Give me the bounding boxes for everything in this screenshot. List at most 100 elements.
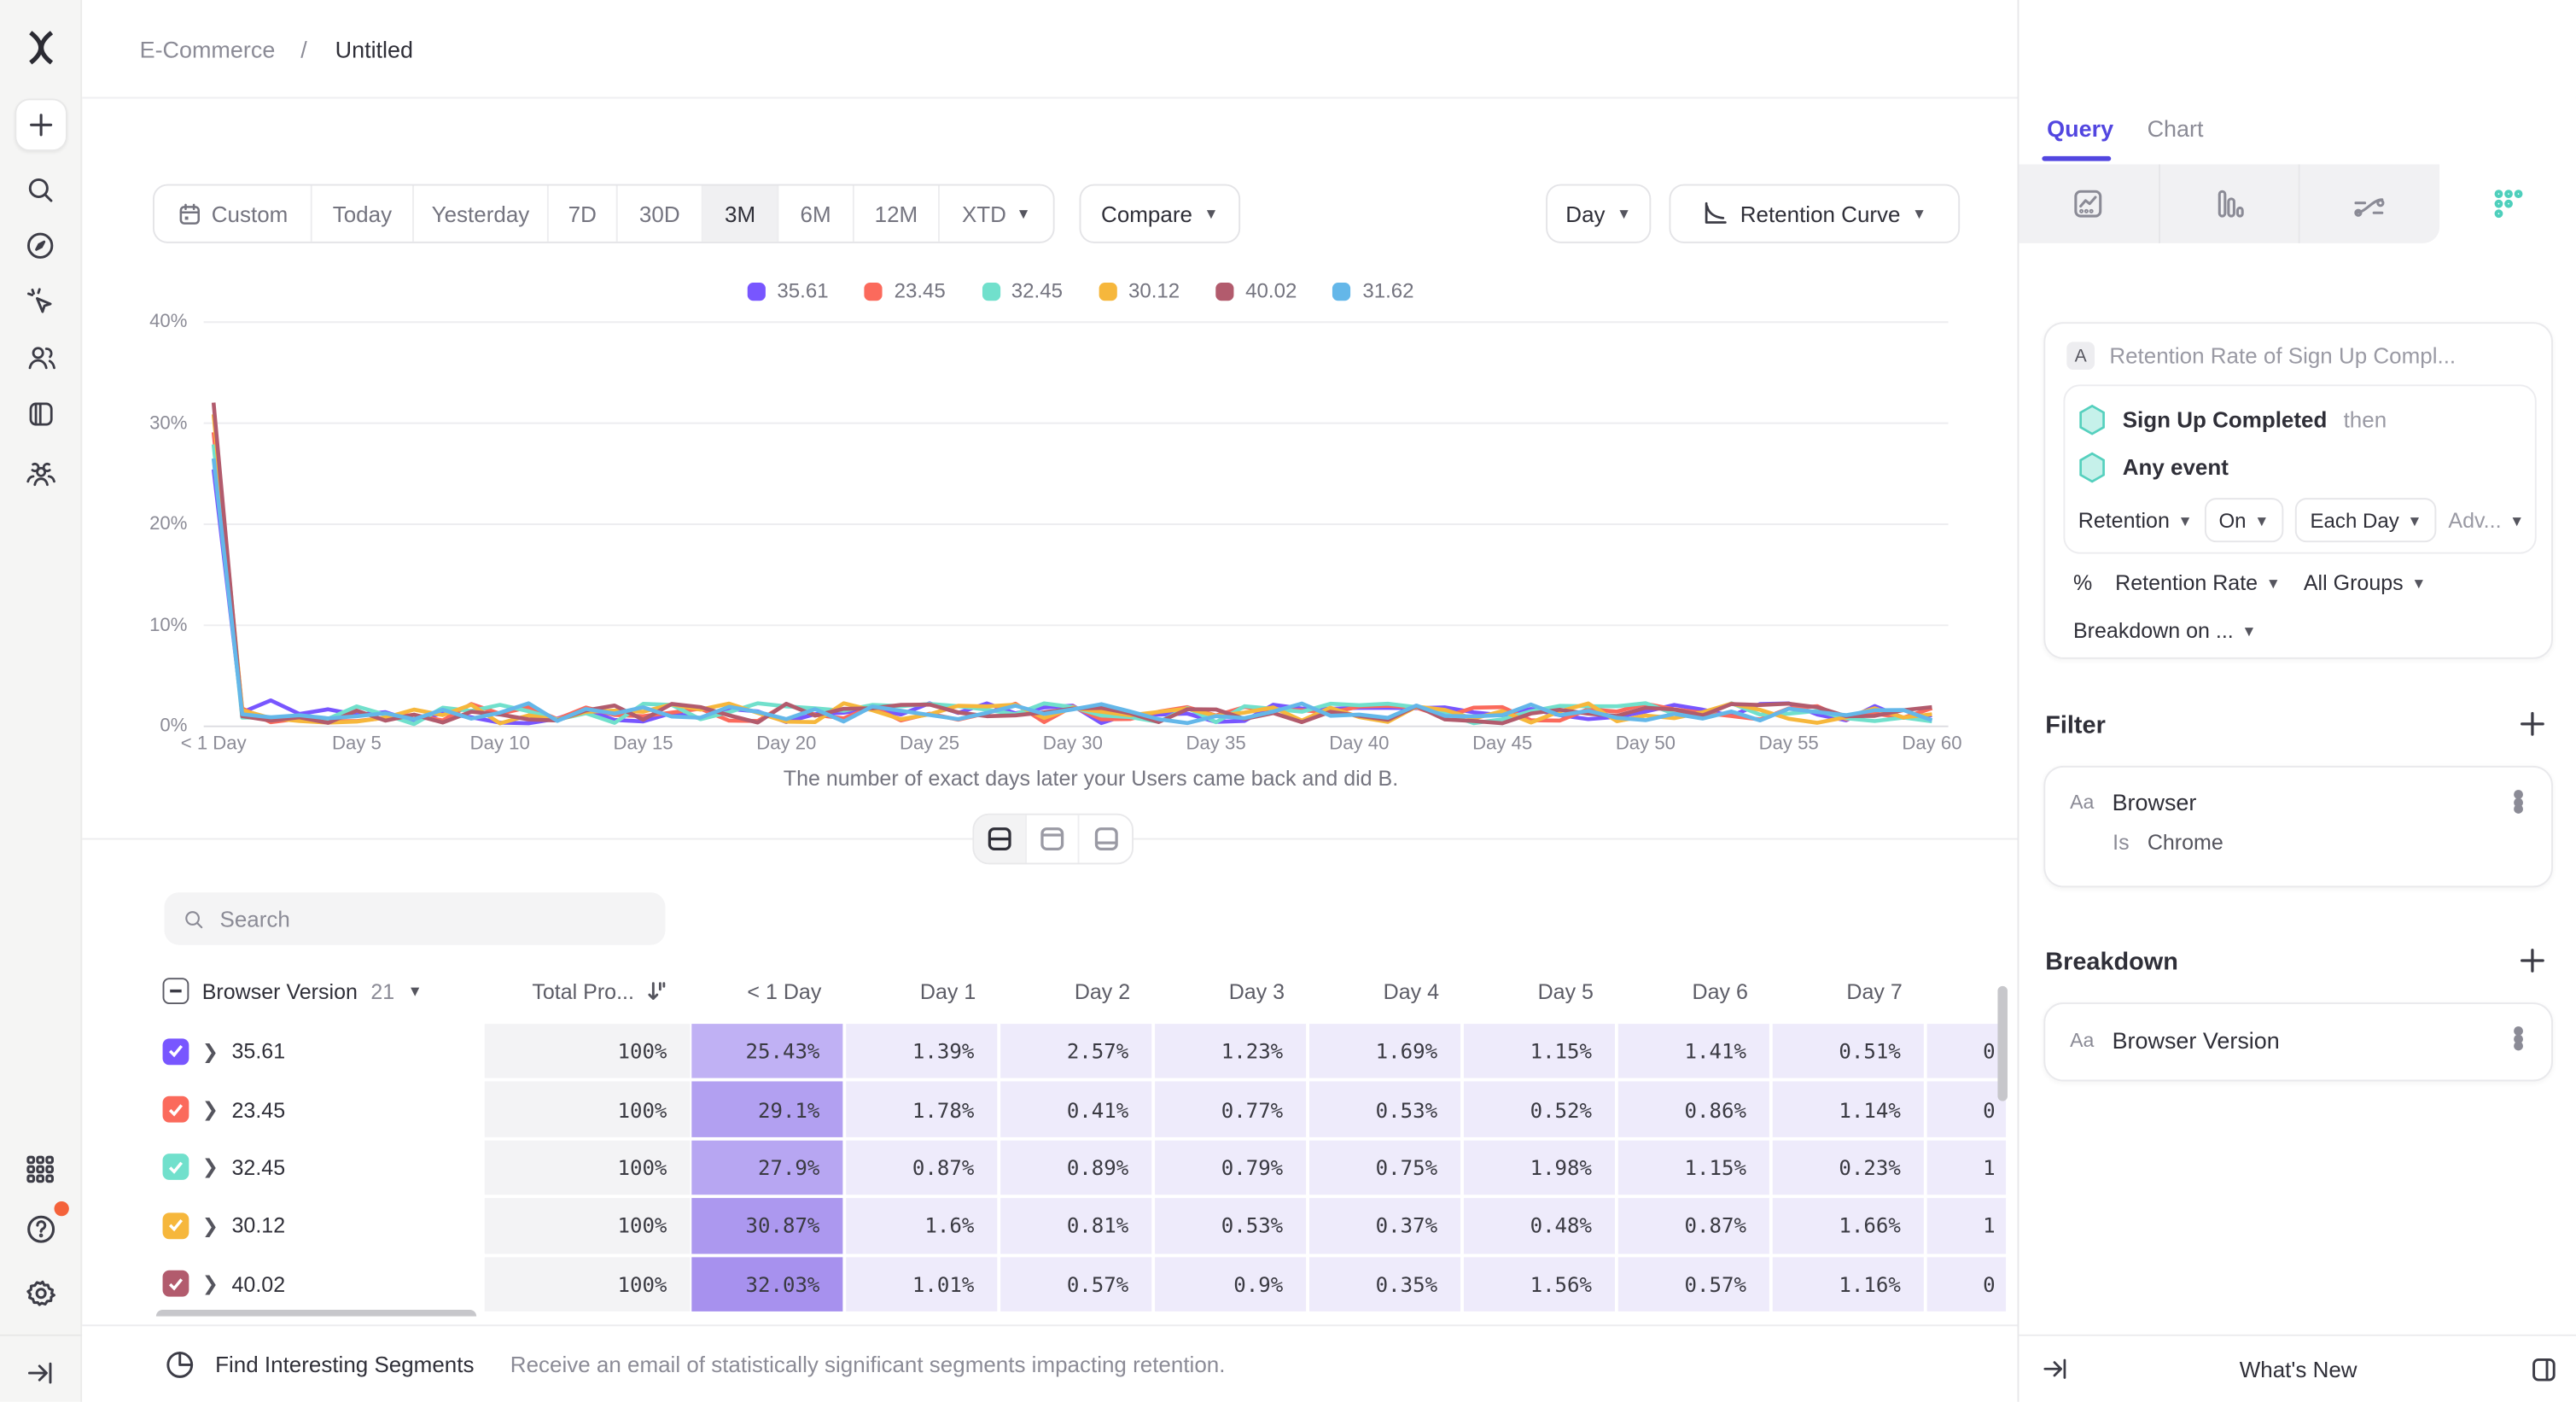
day-column-header[interactable]: Day 2 — [1074, 978, 1131, 1004]
retention-cell[interactable]: 0.89% — [1000, 1140, 1152, 1195]
advanced-dropdown[interactable]: Adv... ▼ — [2448, 507, 2525, 533]
retention-cell[interactable]: 0.87% — [1617, 1198, 1769, 1253]
event-a-row[interactable]: Sign Up Completed then — [2065, 386, 2534, 435]
range-option-3m[interactable]: 3M — [702, 185, 779, 242]
retention-cell[interactable]: 1.01% — [846, 1256, 998, 1311]
retention-chart[interactable] — [197, 313, 1949, 737]
retention-cell-clipped[interactable]: 1 — [1926, 1198, 2007, 1253]
horizontal-scrollbar[interactable] — [155, 1309, 477, 1317]
retention-cell[interactable]: 1.66% — [1772, 1198, 1924, 1253]
retention-cell[interactable]: 32.03% — [691, 1256, 843, 1311]
legend-item[interactable]: 32.45 — [982, 279, 1063, 302]
retention-mode-dropdown[interactable]: Retention ▼ — [2078, 507, 2193, 533]
row-checkbox[interactable] — [162, 1095, 189, 1123]
retention-cell[interactable]: 0.52% — [1463, 1082, 1615, 1137]
row-checkbox[interactable] — [162, 1212, 189, 1239]
retention-cell-clipped[interactable]: 0 — [1926, 1082, 2007, 1137]
create-new-button[interactable] — [14, 98, 67, 152]
row-checkbox[interactable] — [162, 1271, 189, 1298]
retention-cell[interactable]: 0.81% — [1000, 1198, 1152, 1253]
chevron-right-icon[interactable]: ❯ — [201, 1039, 219, 1063]
retention-cell[interactable]: 1.56% — [1463, 1256, 1615, 1311]
row-checkbox[interactable] — [162, 1154, 189, 1181]
rate-dropdown[interactable]: Retention Rate ▼ — [2115, 570, 2281, 595]
help-icon[interactable] — [15, 1200, 68, 1254]
compare-button[interactable]: Compare ▼ — [1079, 184, 1241, 243]
chevron-right-icon[interactable]: ❯ — [201, 1097, 219, 1121]
layout-columns-icon[interactable] — [2530, 1355, 2558, 1383]
search-input[interactable] — [219, 906, 648, 932]
retention-cell[interactable]: 0.51% — [1772, 1024, 1924, 1079]
cursor-click-icon[interactable] — [15, 276, 65, 325]
range-option-xtd[interactable]: XTD ▼ — [961, 201, 1031, 226]
users-icon[interactable] — [15, 332, 65, 382]
settings-icon[interactable] — [15, 1269, 65, 1318]
retention-cell[interactable]: 1.15% — [1617, 1140, 1769, 1195]
search-icon[interactable] — [15, 164, 65, 213]
row-label[interactable]: 23.45 — [231, 1096, 286, 1122]
retention-cell[interactable]: 0.35% — [1308, 1256, 1461, 1311]
retention-cell[interactable]: 1.6% — [846, 1198, 998, 1253]
chart-type-dropdown[interactable]: Retention Curve ▼ — [1669, 184, 1961, 243]
day-column-header[interactable]: Day 7 — [1846, 978, 1903, 1004]
retention-cell-clipped[interactable]: 1 — [1926, 1140, 2007, 1195]
retention-cell[interactable]: 0.77% — [1155, 1082, 1307, 1137]
retention-cell[interactable]: 0.41% — [1000, 1082, 1152, 1137]
granularity-dropdown[interactable]: Day ▼ — [1546, 184, 1652, 243]
breakdown-property[interactable]: Browser Version — [2112, 1026, 2280, 1054]
range-option-custom[interactable]: Custom — [154, 185, 312, 242]
day-column-header[interactable]: Day 3 — [1228, 978, 1285, 1004]
retention-cell[interactable]: 1.98% — [1463, 1140, 1615, 1195]
event-b-row[interactable]: Any event — [2065, 435, 2534, 483]
on-dropdown[interactable]: On ▼ — [2204, 498, 2284, 543]
breakdown-card[interactable]: Aa Browser Version ● ● ● — [2043, 1002, 2553, 1082]
expand-sidebar-icon[interactable] — [15, 1347, 65, 1397]
row-label[interactable]: 32.45 — [231, 1155, 286, 1180]
insights-icon[interactable] — [2019, 164, 2160, 243]
retention-cell-clipped[interactable]: 0 — [1926, 1256, 2007, 1311]
retention-cell[interactable]: 0.9% — [1155, 1256, 1307, 1311]
split-view-button[interactable] — [974, 815, 1027, 863]
retention-cell[interactable]: 1.69% — [1308, 1024, 1461, 1079]
legend-item[interactable]: 31.62 — [1332, 279, 1414, 302]
funnels-icon[interactable] — [2159, 164, 2300, 243]
retention-cell-clipped[interactable]: 0 — [1926, 1024, 2007, 1079]
row-label[interactable]: 30.12 — [231, 1213, 286, 1239]
breakdown-on-dropdown[interactable]: Breakdown on ... ▼ — [2072, 617, 2257, 643]
tab-query[interactable]: Query — [2047, 114, 2114, 142]
retention-cell[interactable]: 30.87% — [691, 1198, 843, 1253]
whats-new-link[interactable]: What's New — [2239, 1356, 2357, 1382]
retention-cell[interactable]: 0.79% — [1155, 1140, 1307, 1195]
cohorts-icon[interactable] — [15, 450, 65, 499]
retention-cell[interactable]: 2.57% — [1000, 1024, 1152, 1079]
chevron-right-icon[interactable]: ❯ — [201, 1214, 219, 1238]
apps-grid-icon[interactable] — [15, 1144, 65, 1194]
board-icon[interactable] — [15, 389, 65, 439]
retention-cell[interactable]: 27.9% — [691, 1140, 843, 1195]
add-breakdown-button[interactable] — [2519, 947, 2547, 975]
filter-operator[interactable]: Is — [2113, 829, 2130, 855]
filter-menu-icon[interactable]: ● ● ● — [2511, 780, 2526, 821]
retention-cell[interactable]: 0.37% — [1308, 1198, 1461, 1253]
filter-value[interactable]: Chrome — [2147, 829, 2223, 855]
filter-card[interactable]: Aa Browser ● ● ● Is Chrome — [2043, 765, 2553, 888]
retention-icon[interactable] — [2439, 164, 2576, 243]
legend-item[interactable]: 35.61 — [747, 279, 829, 302]
interesting-segments-bar[interactable]: Find Interesting Segments Receive an ema… — [82, 1324, 2018, 1402]
collapse-panel-icon[interactable] — [2042, 1356, 2068, 1382]
group-column-header[interactable]: Browser Version — [201, 978, 358, 1004]
vertical-scrollbar[interactable] — [1997, 985, 2008, 1101]
legend-item[interactable]: 30.12 — [1099, 279, 1180, 302]
day-column-header[interactable]: Day 4 — [1383, 978, 1440, 1004]
retention-cell[interactable]: 0.75% — [1308, 1140, 1461, 1195]
breadcrumb-project[interactable]: E-Commerce — [139, 36, 276, 63]
range-option-today[interactable]: Today — [312, 185, 415, 242]
total-column-header[interactable]: Total Pro... — [485, 961, 667, 1020]
add-filter-button[interactable] — [2519, 710, 2547, 738]
breadcrumb-page-title[interactable]: Untitled — [335, 36, 414, 63]
retention-cell[interactable]: 0.86% — [1617, 1082, 1769, 1137]
row-checkbox[interactable] — [162, 1037, 189, 1065]
legend-item[interactable]: 40.02 — [1215, 279, 1297, 302]
range-option-7d[interactable]: 7D — [549, 185, 618, 242]
top-view-button[interactable] — [1027, 815, 1080, 863]
